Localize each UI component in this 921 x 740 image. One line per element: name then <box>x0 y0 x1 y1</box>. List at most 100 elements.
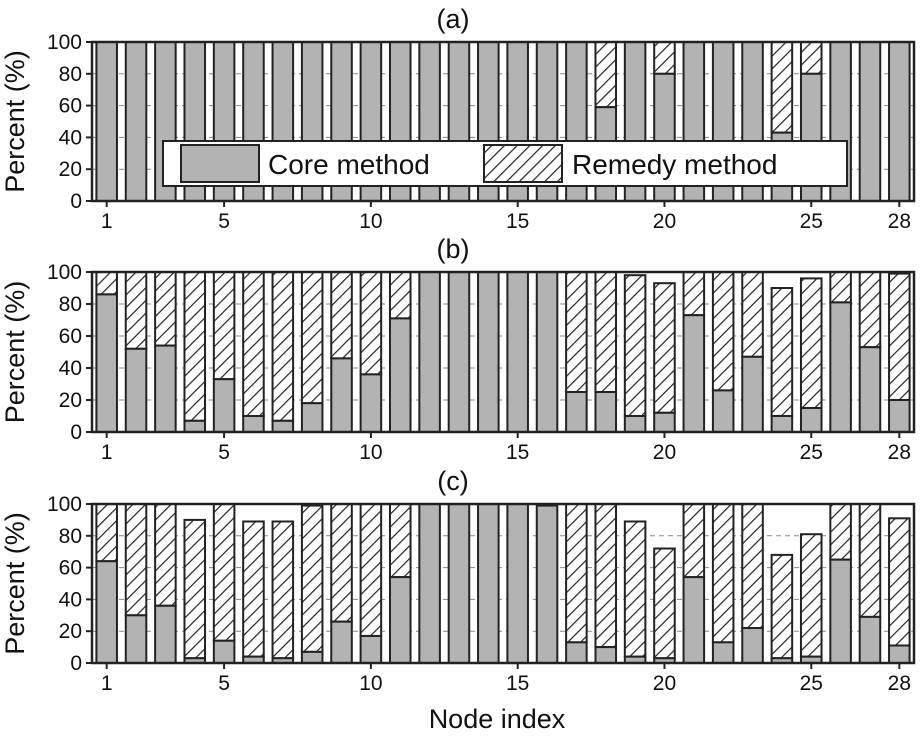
bar-remedy <box>770 287 794 417</box>
bar-core <box>212 639 236 664</box>
bar-remedy <box>300 504 324 653</box>
plot-frame <box>90 270 916 434</box>
bar-remedy <box>212 271 236 381</box>
bar-core <box>829 301 852 433</box>
bar-core <box>124 347 148 433</box>
bar-remedy <box>770 41 794 134</box>
bar-remedy <box>799 533 823 658</box>
bar-core <box>594 391 618 433</box>
bar-core <box>330 357 353 433</box>
y-tick-label: 100 <box>47 261 82 284</box>
bar-core <box>770 415 794 433</box>
bar-remedy <box>271 520 295 660</box>
y-axis-label: Percent (%) <box>0 512 30 655</box>
bar-remedy <box>741 503 764 630</box>
y-tick-label: 60 <box>59 95 82 118</box>
x-tick-label: 20 <box>653 672 676 695</box>
bar-core <box>653 411 676 433</box>
x-tick-label: 10 <box>359 210 382 233</box>
x-tick-label: 10 <box>359 441 382 464</box>
bar-remedy <box>653 547 676 660</box>
y-tick-label: 40 <box>59 357 82 380</box>
bar-core <box>858 615 882 665</box>
legend-label-remedy: Remedy method <box>572 149 777 180</box>
y-tick-label: 40 <box>59 126 82 149</box>
x-tick-label: 28 <box>888 210 911 233</box>
bar-remedy <box>682 503 706 579</box>
x-tick-label: 1 <box>101 210 113 233</box>
bar-core <box>888 644 911 665</box>
bar-remedy <box>829 271 852 304</box>
y-tick-label: 20 <box>59 158 82 181</box>
bar-core <box>477 271 500 433</box>
y-tick-label: 100 <box>47 31 82 54</box>
x-tick-label: 5 <box>218 672 230 695</box>
bar-core <box>858 41 882 202</box>
bar-core <box>829 558 852 665</box>
bar-core <box>711 389 735 433</box>
legend: Core method Remedy method <box>162 140 848 187</box>
panel-title: (b) <box>437 234 470 264</box>
x-tick-label: 20 <box>653 210 676 233</box>
bar-remedy <box>330 271 353 360</box>
bar-remedy <box>858 271 882 349</box>
bar-core <box>447 271 471 433</box>
bar-remedy <box>242 271 265 417</box>
bar-remedy <box>888 272 911 402</box>
bar-remedy <box>594 503 618 649</box>
bar-core <box>359 373 383 433</box>
bar-remedy <box>183 271 207 422</box>
bar-core <box>682 314 706 434</box>
y-tick-label: 0 <box>70 652 82 675</box>
bar-core <box>711 641 735 665</box>
bar-core <box>359 634 383 664</box>
y-tick-label: 20 <box>59 389 82 412</box>
x-tick-label: 5 <box>218 210 230 233</box>
bar-core <box>388 317 412 433</box>
y-tick-label: 0 <box>70 190 82 213</box>
x-tick-label: 15 <box>506 441 529 464</box>
x-tick-label: 10 <box>359 672 382 695</box>
panel-title: (a) <box>437 4 470 34</box>
bar-core <box>741 627 764 665</box>
bar-core <box>682 576 706 665</box>
x-tick-label: 1 <box>101 672 113 695</box>
bar-core <box>212 378 236 434</box>
y-tick-label: 80 <box>59 63 82 86</box>
bar-remedy <box>242 520 265 658</box>
y-tick-label: 60 <box>59 557 82 580</box>
bar-core <box>95 41 118 202</box>
bar-remedy <box>594 41 618 109</box>
bar-remedy <box>770 553 794 660</box>
bar-core <box>300 650 324 664</box>
bar-core <box>418 271 441 433</box>
bar-remedy <box>565 271 588 393</box>
bar-remedy <box>154 271 177 347</box>
bar-remedy <box>623 520 647 658</box>
bar-core <box>888 41 911 202</box>
bar-core <box>418 503 441 664</box>
bar-remedy <box>388 503 412 579</box>
bar-core <box>565 641 588 665</box>
bar-remedy <box>95 503 118 563</box>
bar-remedy <box>711 271 735 392</box>
bar-core <box>477 503 500 664</box>
bar-core <box>271 419 295 433</box>
bar-core <box>535 504 559 664</box>
plot-frame <box>90 502 916 665</box>
bar-remedy <box>388 271 412 320</box>
bar-remedy <box>682 271 706 317</box>
x-tick-label: 25 <box>800 672 823 695</box>
bar-core <box>154 604 177 665</box>
bar-core <box>95 293 118 433</box>
bar-core <box>330 620 353 664</box>
y-tick-label: 20 <box>59 620 82 643</box>
bar-remedy <box>799 41 823 75</box>
bar-remedy <box>271 271 295 422</box>
x-tick-label: 1 <box>101 441 113 464</box>
y-tick-label: 100 <box>47 493 82 516</box>
y-axis-label: Percent (%) <box>0 281 30 424</box>
